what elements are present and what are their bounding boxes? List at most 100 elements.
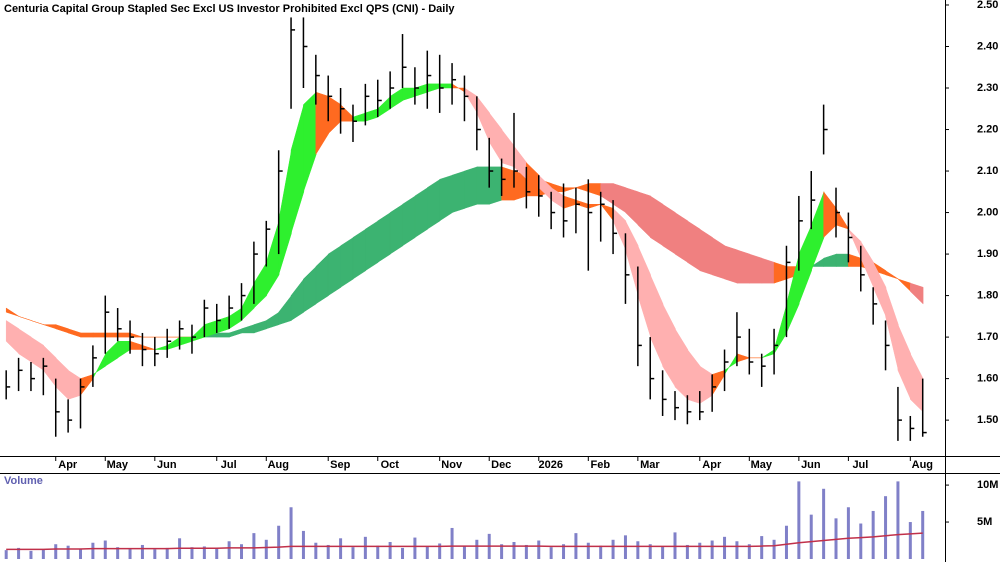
- slow-ribbon: [476, 166, 490, 205]
- fast-ribbon: [798, 224, 812, 304]
- slow-ribbon: [414, 187, 428, 238]
- volume-bar: [822, 488, 826, 559]
- volume-bar: [376, 545, 380, 559]
- fast-ribbon: [278, 150, 292, 275]
- volume-bar: [339, 538, 343, 559]
- volume-bar: [54, 544, 58, 559]
- y-tick-label: 2.20: [977, 123, 998, 135]
- plot-layer: [5, 17, 927, 441]
- chart-title: Centuria Capital Group Stapled Sec Excl …: [4, 3, 455, 15]
- volume-bar: [202, 546, 206, 559]
- volume-bar: [896, 481, 900, 559]
- volume-bar: [326, 544, 330, 559]
- volume-bar: [314, 542, 318, 559]
- x-tick-label: Jul: [852, 459, 868, 471]
- volume-bar: [784, 525, 788, 559]
- volume-bar: [735, 541, 739, 559]
- slow-ribbon: [427, 178, 441, 230]
- slow-ribbon: [736, 249, 750, 284]
- volume-ma: [6, 532, 923, 551]
- volume-bar: [648, 544, 652, 559]
- y-tick-label: 2.40: [977, 40, 998, 52]
- volume-bar: [685, 544, 689, 559]
- slow-ribbon: [439, 174, 453, 222]
- volume-bar: [425, 546, 429, 559]
- x-tick-label: Dec: [491, 459, 511, 471]
- slow-ribbon: [724, 245, 738, 284]
- volume-bar: [760, 536, 764, 559]
- volume-bar: [4, 550, 8, 559]
- slow-ribbon: [649, 195, 664, 247]
- y-tick-label: 10M: [977, 479, 998, 491]
- x-tick-label: May: [107, 459, 129, 471]
- slow-ribbon: [749, 253, 763, 284]
- x-tick-label: Apr: [58, 459, 78, 471]
- slow-ribbon: [352, 228, 367, 280]
- slow-ribbon: [761, 257, 775, 284]
- slow-ribbon: [117, 332, 131, 338]
- volume-bar: [240, 544, 244, 559]
- fast-ribbon: [897, 324, 911, 400]
- volume-bar: [351, 547, 355, 559]
- fast-ribbon: [885, 287, 899, 371]
- slow-ribbon: [674, 212, 689, 263]
- y-tick-label: 1.50: [977, 414, 998, 426]
- y-tick-label: 1.80: [977, 289, 998, 301]
- slow-ribbon: [885, 270, 899, 280]
- fast-ribbon: [488, 112, 503, 164]
- y-tick-label: 1.60: [977, 373, 998, 385]
- x-tick-label: Jun: [157, 459, 177, 471]
- volume-bar: [153, 549, 157, 559]
- volume-bar: [500, 544, 504, 559]
- volume-title: Volume: [4, 475, 43, 487]
- volume-bar: [103, 540, 107, 559]
- x-tick-label: Apr: [702, 459, 722, 471]
- volume-bar: [512, 542, 516, 559]
- fast-ribbon: [674, 327, 689, 400]
- fast-ribbon: [30, 336, 44, 371]
- y-tick-label: 2.30: [977, 82, 998, 94]
- slow-ribbon: [216, 332, 230, 338]
- fast-ribbon: [625, 220, 639, 296]
- slow-ribbon: [80, 332, 94, 338]
- fast-ribbon: [662, 303, 676, 388]
- volume-bar: [475, 539, 479, 559]
- x-tick-label: Mar: [640, 459, 660, 471]
- volume-bar: [772, 539, 776, 559]
- slow-ribbon: [687, 220, 701, 272]
- x-tick-label: Sep: [330, 459, 350, 471]
- slow-ribbon: [5, 307, 20, 317]
- slow-ribbon: [451, 170, 466, 213]
- volume-bar: [128, 548, 132, 559]
- slow-ribbon: [662, 203, 676, 255]
- volume-bar: [710, 540, 714, 559]
- slow-ribbon: [910, 282, 924, 305]
- y-tick-label: 2.10: [977, 165, 998, 177]
- volume-bar: [636, 541, 640, 559]
- volume-bar: [301, 530, 305, 559]
- volume-bar: [215, 547, 219, 559]
- x-tick-label: Jun: [801, 459, 821, 471]
- volume-bar: [363, 536, 367, 559]
- y-tick-label: 1.90: [977, 248, 998, 260]
- volume-bar: [450, 527, 454, 559]
- fast-ribbon: [810, 191, 825, 271]
- volume-bar: [661, 546, 665, 559]
- slow-ribbon: [377, 212, 391, 263]
- slow-ribbon: [699, 228, 713, 276]
- fast-ribbon: [872, 262, 887, 317]
- slow-ribbon: [340, 237, 354, 288]
- slow-ribbon: [835, 253, 850, 267]
- y-tick-label: 2.00: [977, 206, 998, 218]
- volume-bar: [116, 547, 120, 559]
- slow-ribbon: [389, 203, 404, 255]
- x-tick-label: Oct: [381, 459, 400, 471]
- slow-ribbon: [402, 195, 416, 247]
- y-tick-label: 1.70: [977, 331, 998, 343]
- volume-bar: [462, 545, 466, 559]
- volume-bar: [388, 542, 392, 559]
- volume-bar: [537, 540, 541, 559]
- fast-ribbon: [315, 91, 329, 156]
